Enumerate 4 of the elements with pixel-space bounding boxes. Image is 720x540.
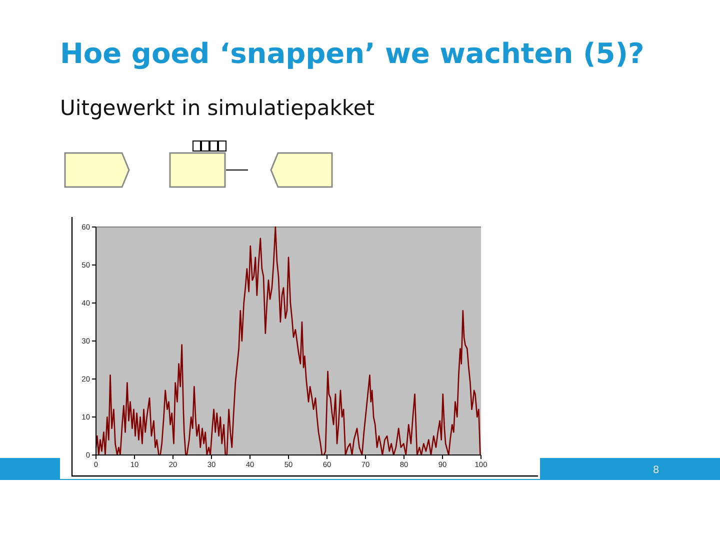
chart-subtitle: Uitgewerkt in simulatiepakket (60, 96, 374, 120)
line-series (95, 226, 481, 456)
text: 8 (652, 465, 660, 476)
chart-title: Hoe goed ‘snappen’ we wachten (5)? (60, 37, 644, 70)
